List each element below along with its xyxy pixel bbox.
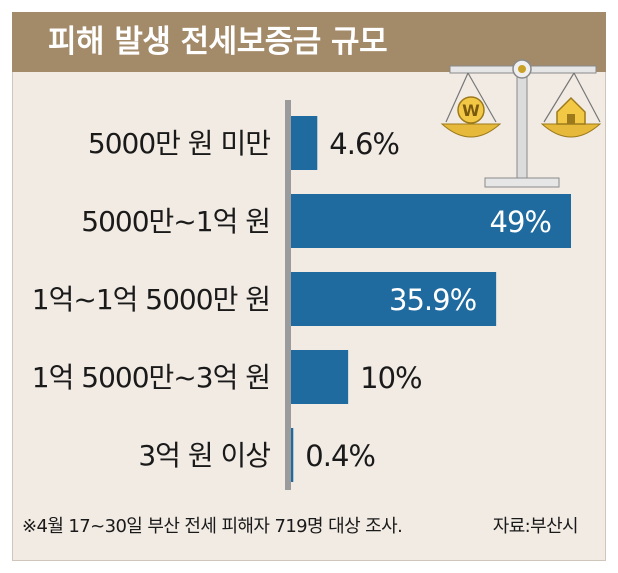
title-bar: [12, 12, 606, 72]
footnote: ※4월 17~30일 부산 전세 피해자 719명 대상 조사.: [22, 516, 403, 537]
category-label-1: 5000만~1억 원: [81, 205, 270, 238]
value-label-4: 0.4%: [305, 439, 375, 473]
category-label-4: 3억 원 이상: [138, 439, 270, 472]
category-label-0: 5000만 원 미만: [88, 127, 270, 160]
house-icon: [540, 96, 602, 138]
y-axis-line: [285, 100, 291, 490]
source-credit: 자료:부산시: [492, 516, 579, 537]
balance-scale-icon: W: [440, 59, 602, 188]
svg-text:W: W: [462, 101, 480, 120]
bar-4: [291, 428, 294, 482]
value-label-2: 35.9%: [389, 283, 476, 317]
value-label-3: 10%: [360, 361, 421, 395]
category-label-3: 1억 5000만~3억 원: [32, 361, 270, 394]
bar-3: [291, 350, 349, 404]
bar-2: [291, 272, 497, 326]
chart-title: 피해 발생 전세보증금 규모: [48, 24, 388, 60]
category-label-2: 1억~1억 5000만 원: [32, 283, 270, 316]
won-coin-icon: W: [440, 96, 502, 138]
bar-0: [291, 116, 318, 170]
bar-1: [291, 194, 571, 248]
value-label-0: 4.6%: [329, 127, 399, 161]
value-label-1: 49%: [490, 205, 551, 239]
